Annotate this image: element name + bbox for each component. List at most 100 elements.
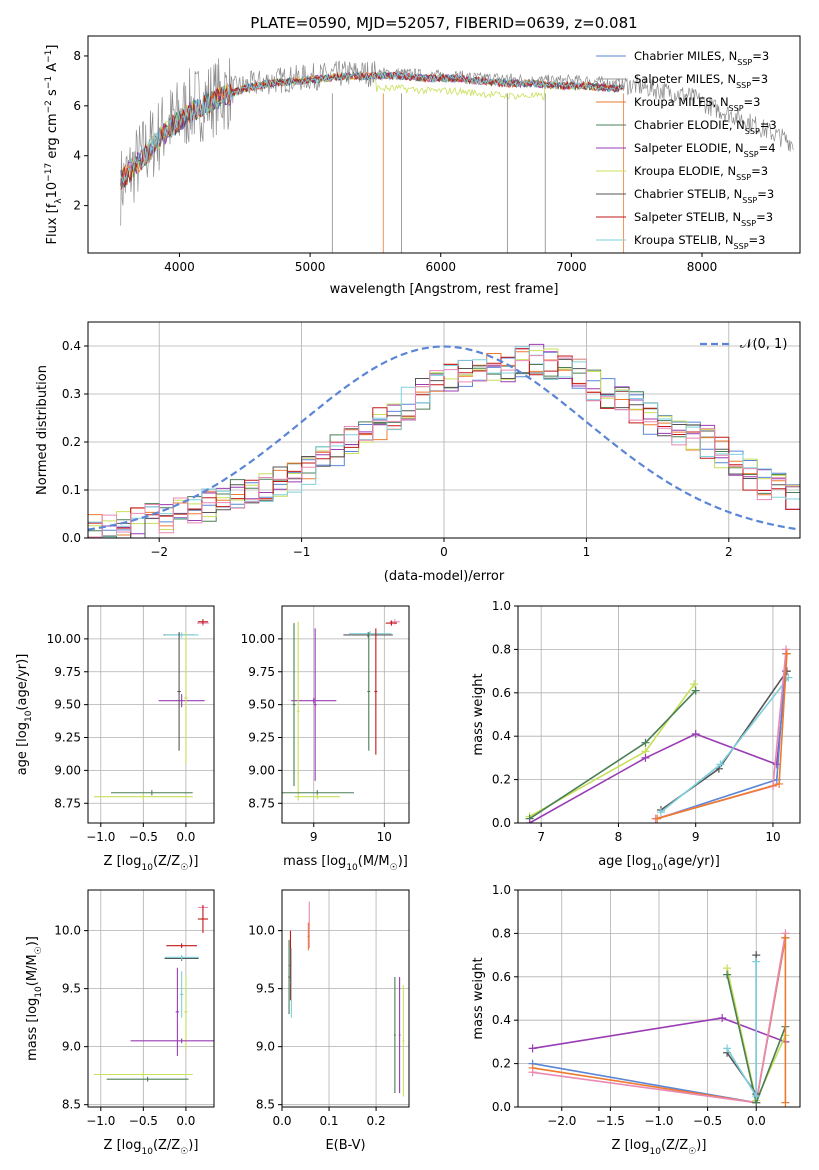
axes-residuals: −2 −1 0 1 2 0.0 0.1 0.2 0.3 0.4 𝒩(0, 1) (data-model…	[35, 321, 801, 584]
y-axis-label: mass weight	[471, 957, 486, 1039]
weight-marker	[690, 680, 699, 689]
y-tick-label: 6	[73, 99, 81, 113]
axes-mass-vs-EBV: 0.0 0.1 0.2 8.5 9.0 9.5 10.0 E(B-V)	[248, 889, 410, 1153]
label-part: mass [log	[25, 998, 40, 1061]
legend-entry: Salpeter STELIB, NSSP=3	[634, 210, 773, 228]
legend-sub: SSP	[734, 242, 749, 251]
x-tick-label: −1	[293, 545, 311, 559]
label-part: 10	[141, 863, 153, 873]
x-tick-label: −1.5	[596, 1114, 625, 1128]
y-tick-label: 0.0	[492, 1100, 511, 1114]
weight-marker	[781, 1098, 790, 1107]
label-part: 10	[34, 986, 44, 998]
legend-entry: Kroupa STELIB, NSSP=3	[634, 233, 765, 251]
x-axis-label: wavelength [Angstrom, rest frame]	[330, 282, 559, 297]
x-tick-label: 0.1	[319, 1114, 338, 1128]
label-part: wavelength [Angstrom, rest frame]	[330, 282, 559, 297]
axes-spectrum: 4000 5000 6000 7000 8000 2 4 6 8 Chabrier MILES, …	[44, 35, 801, 297]
legend-entry: Kroupa MILES, NSSP=3	[634, 95, 760, 113]
label-part: (M/M	[358, 854, 390, 869]
x-tick-label: 7000	[556, 260, 587, 274]
y-tick-label: 0.2	[62, 435, 81, 449]
x-tick-label: 10	[377, 830, 392, 844]
axes-frame	[87, 35, 801, 254]
x-tick-label: 0.0	[176, 830, 195, 844]
legend-text: =3	[756, 210, 773, 224]
y-axis-label: Normed distribution	[35, 365, 50, 495]
x-tick-label: 2	[725, 545, 733, 559]
axes-frame	[87, 605, 215, 824]
label-part: (M/M	[25, 954, 40, 986]
label-part: λ	[54, 198, 64, 204]
y-tick-label: 9.00	[54, 763, 81, 777]
legend-sub: SSP	[729, 104, 744, 113]
model-spectrum	[120, 71, 624, 188]
y-tick-label: 9.0	[62, 1040, 81, 1054]
legend-sub: SSP	[744, 150, 759, 159]
label-part: 10	[649, 1147, 661, 1157]
label-part: age [log	[598, 854, 651, 869]
legend-text: =3	[751, 164, 768, 178]
x-tick-label: 5000	[295, 260, 326, 274]
axes-frame	[281, 605, 410, 824]
label-part: s	[45, 89, 60, 100]
legend-sub: SSP	[741, 219, 756, 228]
weight-marker	[752, 957, 761, 966]
y-tick-label: 4	[73, 149, 81, 163]
y-tick-label: 0.6	[492, 686, 511, 700]
label-part: age [log	[15, 722, 30, 775]
x-tick-label: 0	[440, 545, 448, 559]
weight-marker	[782, 645, 791, 654]
y-tick-label: 0.4	[492, 1013, 511, 1027]
x-tick-label: 8	[615, 830, 623, 844]
weight-marker	[528, 1044, 537, 1053]
x-tick-label: −1.0	[86, 1114, 115, 1128]
y-tick-label: 9.0	[256, 1040, 275, 1054]
legend-text: =3	[752, 49, 769, 63]
model-spectrum	[120, 71, 624, 188]
label-part: erg cm	[45, 113, 60, 162]
legend-entry: Salpeter MILES, NSSP=3	[634, 72, 768, 90]
y-tick-label: 9.25	[54, 731, 81, 745]
x-tick-label: 1	[583, 545, 591, 559]
label-part: 10	[651, 863, 663, 873]
label-part: mass weight	[471, 957, 486, 1039]
weight-marker	[653, 814, 662, 823]
y-axis-label: mass weight	[471, 673, 486, 755]
weight-marker	[723, 1044, 732, 1053]
axes-frame	[517, 889, 801, 1108]
y-tick-label: 0.4	[62, 339, 81, 353]
x-tick-label: 4000	[164, 260, 195, 274]
y-tick-label: 9.50	[248, 698, 275, 712]
label-part: ☉	[688, 1147, 696, 1157]
label-part: )]	[25, 936, 40, 946]
weight-line	[655, 649, 787, 820]
x-tick-label: −0.5	[693, 1114, 722, 1128]
normal-curve	[88, 345, 800, 531]
y-tick-label: 1.0	[492, 883, 511, 897]
weight-marker	[782, 649, 791, 658]
y-tick-label: 10.00	[241, 632, 275, 646]
legend-entry: Chabrier MILES, NSSP=3	[634, 49, 769, 67]
x-tick-label: 0.2	[367, 1114, 386, 1128]
model-spectrum	[120, 72, 624, 185]
legend-text: =3	[760, 118, 777, 132]
x-tick-label: 7	[537, 830, 545, 844]
label-part: 10	[141, 1147, 153, 1157]
legend-sub: SSP	[742, 196, 757, 205]
x-tick-label: −2	[150, 545, 168, 559]
plot-area	[282, 606, 409, 823]
legend-text: Chabrier STELIB, N	[634, 187, 742, 201]
label-part: Z [log	[104, 1138, 142, 1153]
y-tick-label: 0.2	[492, 1057, 511, 1071]
label-part: mass [log	[283, 854, 346, 869]
x-tick-label: 0.0	[272, 1114, 291, 1128]
legend-text: =3	[757, 187, 774, 201]
residual-histogram	[88, 358, 800, 538]
label-part: Z [log	[104, 854, 142, 869]
x-tick-label: 0.0	[747, 1114, 766, 1128]
axes-frame	[87, 889, 215, 1108]
label-part: )]	[398, 854, 408, 869]
legend-text: Chabrier MILES, N	[634, 49, 737, 63]
